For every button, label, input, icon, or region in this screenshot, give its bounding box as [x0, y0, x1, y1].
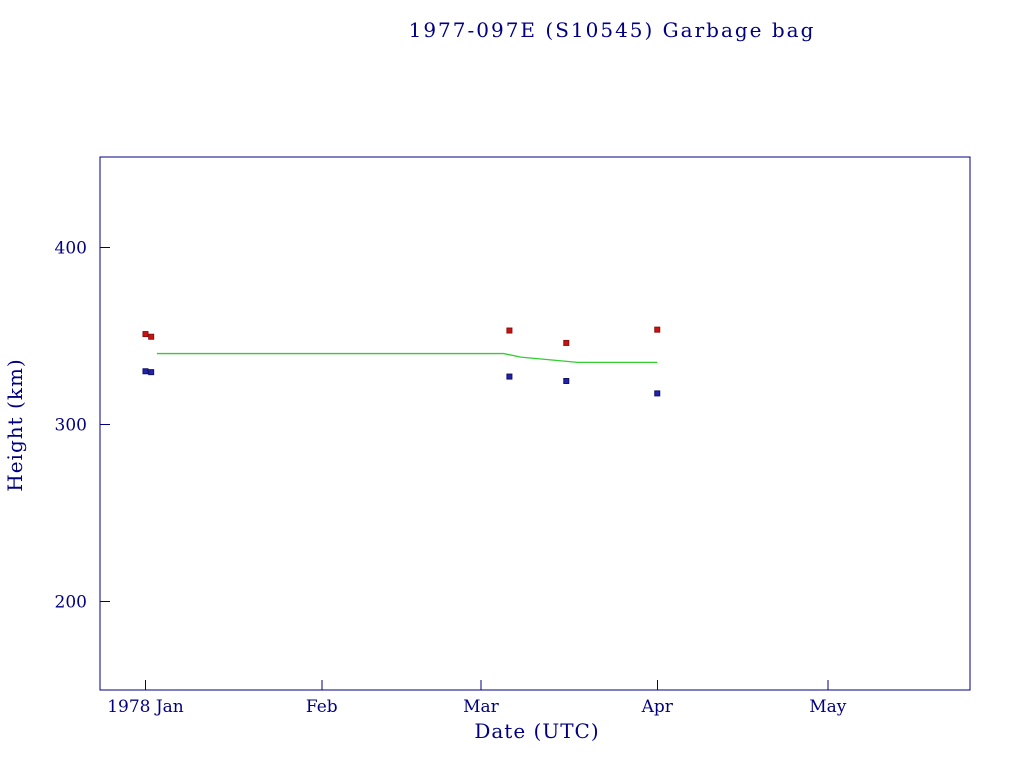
perigee-height-marker: [563, 378, 570, 385]
x-tick-label: Apr: [641, 697, 674, 717]
x-tick-label: May: [809, 697, 847, 717]
perigee-height-marker: [142, 368, 149, 375]
apogee-height-marker: [563, 339, 570, 346]
x-tick-label: Feb: [306, 697, 338, 717]
x-axis-label: Date (UTC): [474, 719, 600, 743]
y-tick-label: 400: [55, 238, 87, 258]
apogee-height-marker: [506, 327, 513, 334]
perigee-height-marker: [654, 390, 661, 397]
x-tick-label: Mar: [463, 697, 500, 717]
plot-frame: [99, 156, 971, 691]
chart-title: 1977-097E (S10545) Garbage bag: [408, 18, 816, 42]
apogee-height-marker: [654, 326, 661, 333]
perigee-height-marker: [148, 369, 155, 376]
x-tick-label: 1978 Jan: [107, 697, 184, 717]
mean-height-line: [156, 352, 658, 364]
apogee-height-marker: [142, 331, 149, 338]
y-tick-label: 300: [55, 415, 87, 435]
perigee-height-marker: [506, 373, 513, 380]
apogee-height-marker: [148, 333, 155, 340]
y-tick-label: 200: [55, 592, 87, 612]
